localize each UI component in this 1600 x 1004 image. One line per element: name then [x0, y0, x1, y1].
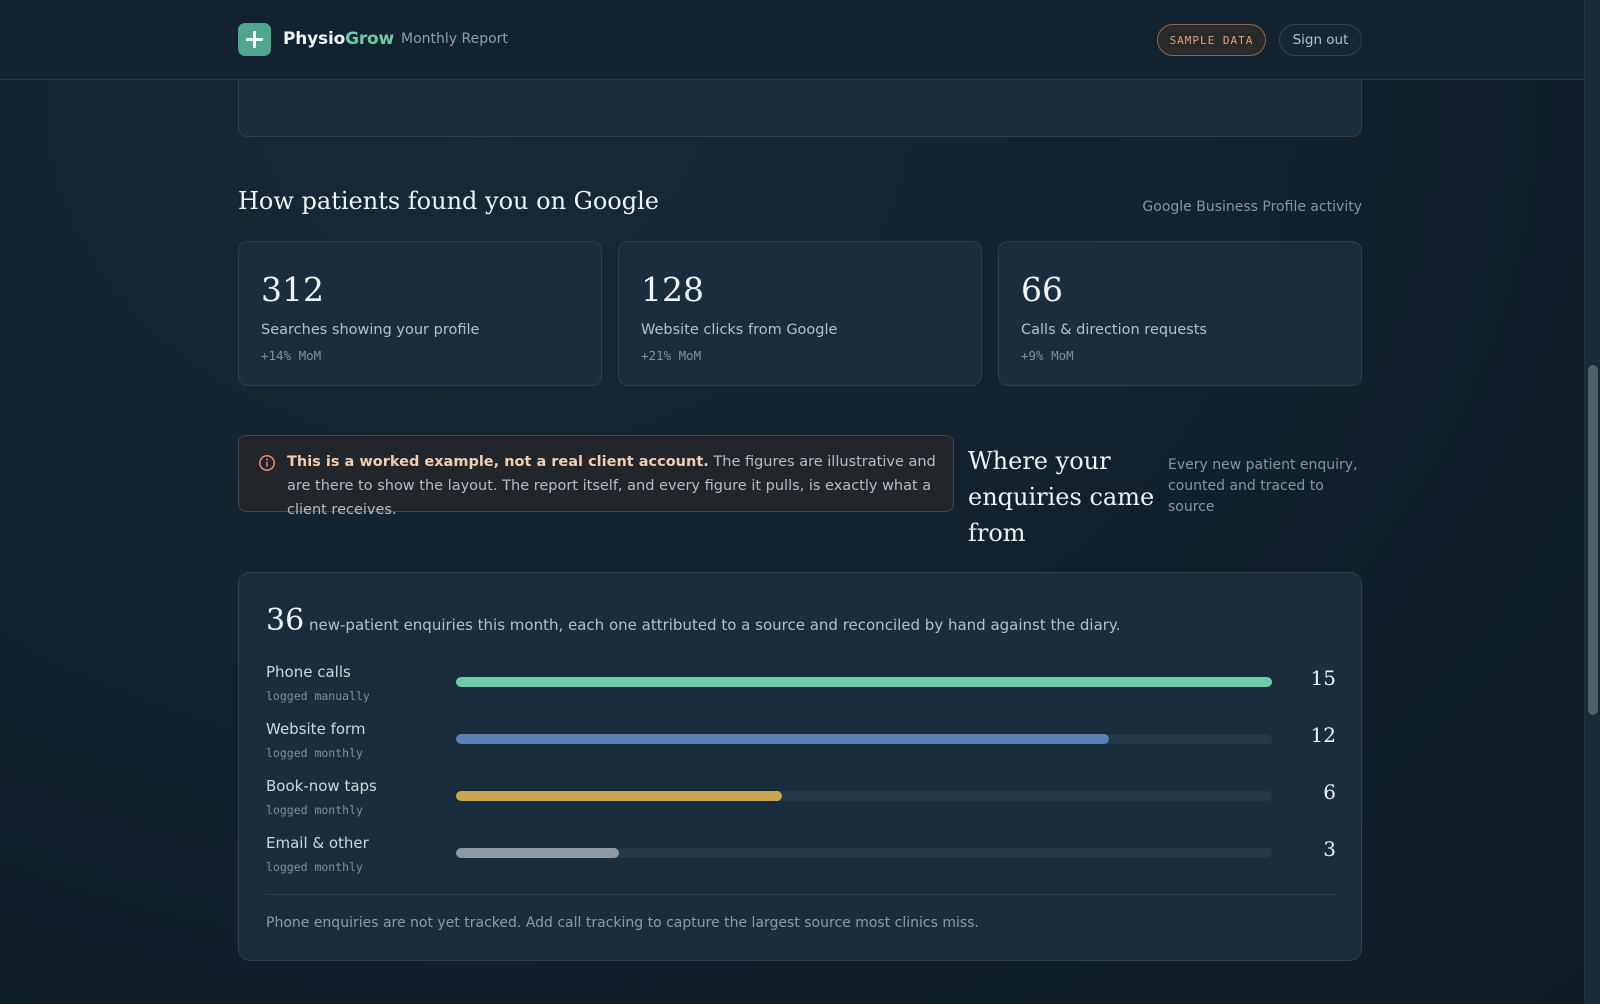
sample-data-badge: SAMPLE DATA [1157, 24, 1266, 56]
source-bar [456, 677, 1272, 687]
source-label: Book-now taps [266, 777, 377, 795]
stat-label: Calls & direction requests [1021, 322, 1207, 338]
enquiries-section-subtitle: Every new patient enquiry, counted and t… [1168, 457, 1358, 515]
source-sub: logged monthly [266, 860, 363, 874]
sample-data-notice: This is a worked example, not a real cli… [238, 435, 954, 518]
source-value: 15 [1310, 666, 1336, 690]
source-sub: logged monthly [266, 746, 363, 760]
source-value: 12 [1310, 723, 1336, 747]
scrollbar-thumb[interactable] [1588, 365, 1598, 715]
source-sub: logged monthly [266, 803, 363, 817]
stat-card-searches: 312 Searches showing your profile +14% M… [238, 241, 602, 386]
top-bar: PhysioGrow Monthly Report SAMPLE DATA Si… [0, 0, 1584, 80]
source-label: Email & other [266, 834, 369, 852]
notice-text: This is a worked example, not a real cli… [287, 450, 943, 522]
source-row-email-other: Email & other logged monthly 3 [266, 834, 1336, 882]
source-label: Website form [266, 720, 366, 738]
source-bar-track [456, 734, 1272, 744]
vertical-scrollbar[interactable] [1584, 0, 1600, 1004]
notice-bold: This is a worked example, not a real cli… [287, 454, 709, 470]
stat-delta: +9% MoM [1021, 348, 1074, 363]
source-bar-track [456, 677, 1272, 687]
source-row-website-form: Website form logged monthly 12 [266, 720, 1336, 768]
sign-out-button[interactable]: Sign out [1279, 24, 1362, 56]
source-bar [456, 734, 1109, 744]
enquiries-footnote: Phone enquiries are not yet tracked. Add… [266, 915, 979, 931]
stat-value: 312 [261, 270, 324, 309]
google-section-title: How patients found you on Google [238, 187, 659, 215]
stat-card-calls-directions: 66 Calls & direction requests +9% MoM [998, 241, 1362, 386]
stat-value: 66 [1021, 270, 1063, 309]
enquiries-total: 36 [266, 603, 305, 638]
stat-label: Website clicks from Google [641, 322, 838, 338]
source-row-phone: Phone calls logged manually 15 [266, 663, 1336, 711]
enquiries-section-title: Where your enquiries came from [968, 447, 1155, 547]
divider [266, 894, 1336, 895]
info-icon [259, 455, 275, 471]
source-label: Phone calls [266, 663, 351, 681]
source-bar [456, 791, 783, 801]
report-subtitle: Monthly Report [401, 31, 508, 47]
brand-name: PhysioGrow [283, 29, 394, 49]
source-sub: logged manually [266, 689, 370, 703]
source-value: 3 [1323, 837, 1336, 861]
source-bar [456, 848, 620, 858]
stat-delta: +14% MoM [261, 348, 322, 363]
stat-card-website-clicks: 128 Website clicks from Google +21% MoM [618, 241, 982, 386]
stat-delta: +21% MoM [641, 348, 702, 363]
brand-prefix: Physio [283, 29, 346, 49]
stat-label: Searches showing your profile [261, 322, 480, 338]
stat-value: 128 [641, 270, 704, 309]
source-row-book-now: Book-now taps logged monthly 6 [266, 777, 1336, 825]
logo-plus-icon [238, 23, 271, 56]
source-bar-track [456, 848, 1272, 858]
brand-suffix: Grow [345, 29, 394, 49]
enquiries-description: new-patient enquiries this month, each o… [309, 616, 1121, 634]
source-bar-track [456, 791, 1272, 801]
notice-body: The figures are illustrative and are the… [287, 454, 936, 518]
source-value: 6 [1323, 780, 1336, 804]
enquiries-card: 36 new-patient enquiries this month, eac… [238, 572, 1362, 961]
google-section-meta: Google Business Profile activity [1142, 199, 1362, 215]
